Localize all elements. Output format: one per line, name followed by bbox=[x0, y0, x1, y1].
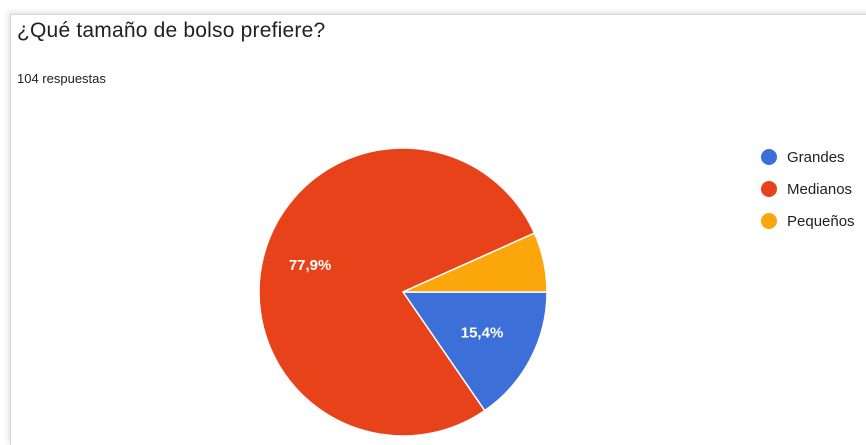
legend-label-medianos: Medianos bbox=[787, 180, 853, 198]
legend-label-pequenos: Pequeños bbox=[787, 212, 855, 230]
pie-slice-pequenos[interactable] bbox=[402, 232, 548, 293]
pie-slice-grandes[interactable] bbox=[401, 291, 548, 412]
legend-dot-pequenos bbox=[761, 213, 777, 229]
question-title: ¿Qué tamaño de bolso prefiere? bbox=[17, 19, 326, 42]
data-label-medianos: 77,9% bbox=[289, 257, 332, 274]
chart-card: ¿Qué tamaño de bolso prefiere? 104 respu… bbox=[10, 14, 866, 445]
response-count: 104 respuestas bbox=[17, 71, 106, 86]
legend-item-grandes[interactable]: Grandes bbox=[761, 147, 855, 167]
data-label-grandes: 15,4% bbox=[461, 324, 504, 341]
legend-dot-medianos bbox=[761, 181, 777, 197]
legend-item-pequenos[interactable]: Pequeños bbox=[761, 211, 855, 231]
pie-chart: 15,4% 77,9% bbox=[258, 147, 548, 437]
legend-item-medianos[interactable]: Medianos bbox=[761, 179, 855, 199]
legend-dot-grandes bbox=[761, 149, 777, 165]
legend-label-grandes: Grandes bbox=[787, 148, 845, 166]
legend: Grandes Medianos Pequeños bbox=[761, 147, 855, 243]
